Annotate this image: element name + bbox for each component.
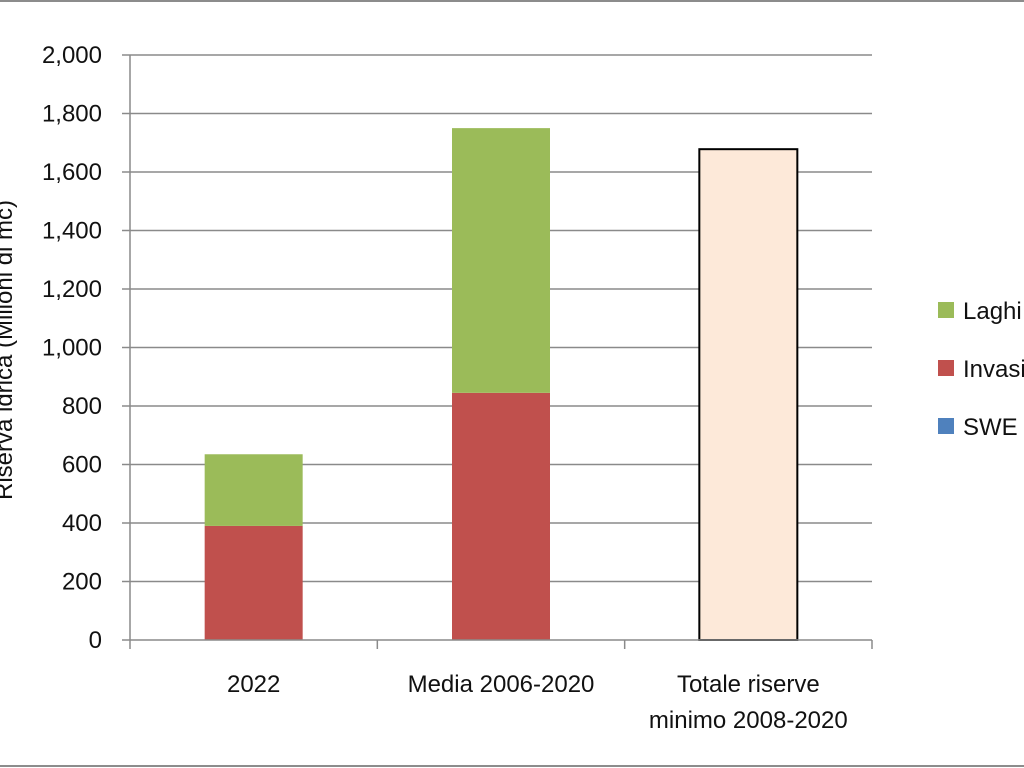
y-tick-label: 2,000 — [42, 42, 102, 69]
y-axis-title: Riserva idrica (Milioni di mc) — [0, 200, 18, 500]
bar-laghi — [204, 454, 303, 526]
y-tick-label: 1,400 — [42, 218, 102, 245]
x-tick-label: Media 2006-2020 — [408, 671, 595, 698]
y-tick-label: 1,000 — [42, 335, 102, 362]
legend-swatch-laghi — [938, 302, 954, 318]
x-tick-label: 2022 — [227, 671, 280, 698]
y-tick-label: 1,600 — [42, 159, 102, 186]
x-tick-label: Totale riserve minimo 2008-2020 — [649, 671, 848, 734]
bar-invasi — [452, 392, 550, 640]
bar-total — [698, 148, 799, 641]
legend-swatch-swe — [938, 418, 954, 434]
bar-invasi — [204, 525, 303, 640]
axes — [129, 55, 873, 649]
y-tick-label: 400 — [62, 510, 102, 537]
x-tick-labels: 2022 Media 2006-2020 Totale riserve minimo … — [227, 671, 848, 734]
y-tick-label: 1,800 — [42, 101, 102, 128]
legend-swatch-invasi — [938, 360, 954, 376]
y-tick-label: 1,200 — [42, 276, 102, 303]
legend-label-swe: SWE — [963, 414, 1018, 441]
y-tick-label: 0 — [89, 627, 102, 654]
bars — [204, 128, 799, 641]
y-tick-label: 200 — [62, 569, 102, 596]
y-tick-label: 800 — [62, 393, 102, 420]
bar-laghi — [452, 128, 550, 393]
y-tick-label: 600 — [62, 452, 102, 479]
legend-label-laghi: Laghi — [963, 298, 1022, 325]
legend-label-invasi: Invasi — [963, 356, 1024, 383]
y-tick-labels: 0 200 400 600 800 1,000 1,200 1,400 1,600 1,800 2,… — [42, 42, 102, 654]
legend: Laghi Invasi SWE — [938, 298, 1024, 441]
